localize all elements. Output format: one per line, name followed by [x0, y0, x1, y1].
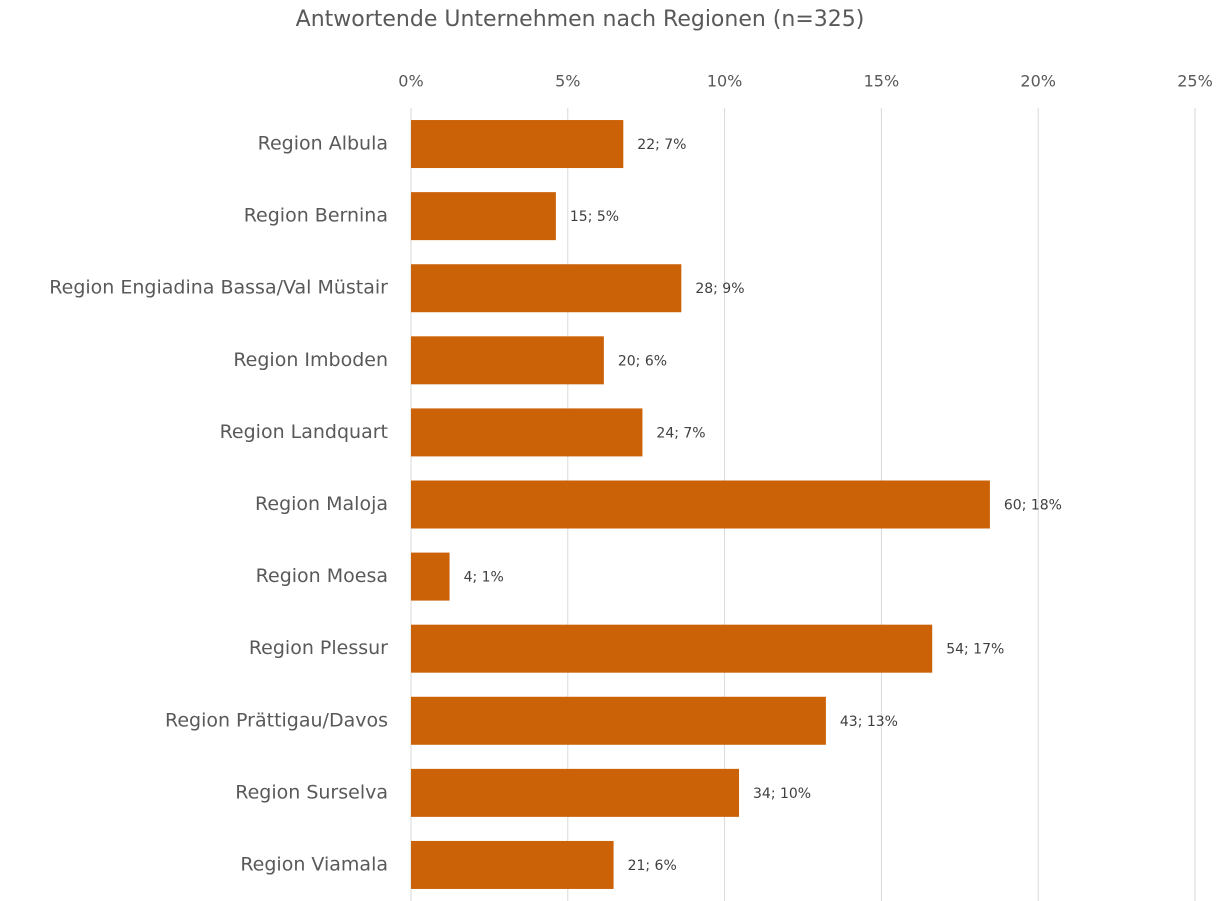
- x-tick-label: 20%: [1020, 72, 1056, 91]
- bar: [411, 264, 682, 313]
- y-tick-label: Region Bernina: [244, 205, 388, 227]
- data-label: 28; 9%: [695, 281, 744, 297]
- bar: [411, 336, 604, 385]
- bar: [411, 768, 740, 817]
- y-tick-label: Region Prättigau/Davos: [165, 709, 388, 731]
- y-tick-label: Region Imboden: [233, 349, 388, 371]
- x-tick-label: 25%: [1177, 72, 1213, 91]
- x-tick-label: 0%: [398, 72, 423, 91]
- bar: [411, 624, 933, 673]
- data-label: 20; 6%: [618, 353, 667, 369]
- x-tick-label: 15%: [864, 72, 900, 91]
- y-tick-label: Region Surselva: [235, 781, 388, 803]
- data-label: 21; 6%: [628, 858, 677, 874]
- y-tick-label: Region Moesa: [256, 565, 388, 587]
- data-label: 22; 7%: [637, 137, 686, 153]
- data-label: 4; 1%: [464, 570, 504, 586]
- data-label: 54; 17%: [946, 642, 1004, 658]
- y-tick-label: Region Maloja: [255, 493, 388, 515]
- bar: [411, 408, 643, 457]
- chart-title: Antwortende Unternehmen nach Regionen (n…: [296, 7, 865, 32]
- y-tick-label: Region Engiadina Bassa/Val Müstair: [49, 277, 388, 299]
- y-tick-label: Region Plessur: [249, 637, 388, 659]
- data-label: 60; 18%: [1004, 498, 1062, 514]
- bar: [411, 840, 614, 889]
- bar: [411, 552, 450, 601]
- y-tick-label: Region Albula: [258, 133, 388, 155]
- data-label: 15; 5%: [570, 209, 619, 225]
- x-tick-label: 10%: [707, 72, 743, 91]
- bar: [411, 696, 826, 745]
- x-tick-label: 5%: [555, 72, 580, 91]
- data-label: 24; 7%: [656, 425, 705, 441]
- bar: [411, 192, 556, 241]
- y-tick-label: Region Landquart: [220, 421, 388, 443]
- bar: [411, 480, 990, 529]
- y-tick-label: Region Viamala: [240, 853, 388, 875]
- bar: [411, 120, 624, 169]
- data-label: 43; 13%: [840, 714, 898, 730]
- data-label: 34; 10%: [753, 786, 811, 802]
